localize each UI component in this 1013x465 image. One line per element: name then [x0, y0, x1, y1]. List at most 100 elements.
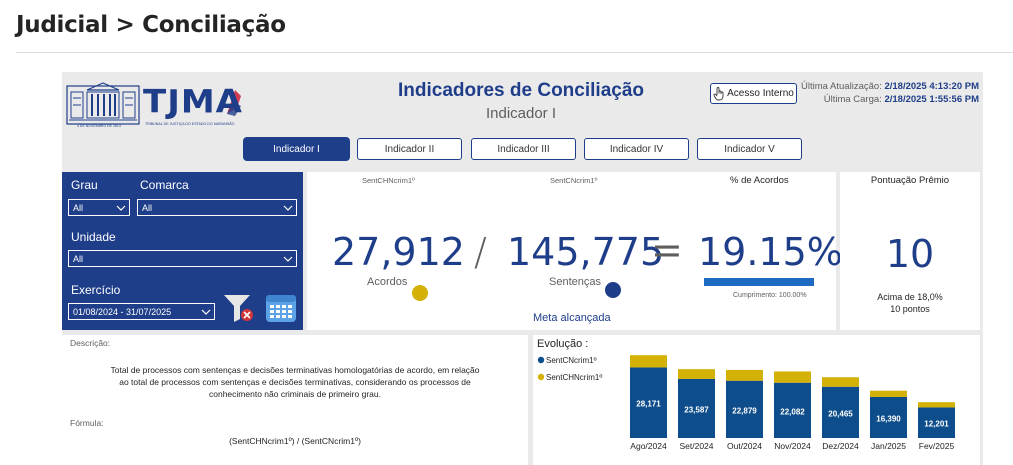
last-update-value: 2/18/2025 4:13:20 PM: [884, 81, 979, 92]
equals-symbol: =: [651, 228, 683, 272]
premio-note-2: 10 pontos: [890, 304, 930, 314]
sentencas-legend-dot: [605, 282, 621, 298]
x-tick-label: Ago/2024: [630, 441, 667, 451]
grau-select[interactable]: All: [68, 199, 130, 216]
tab-indicador-4[interactable]: Indicador IV: [584, 138, 689, 160]
bar-data-label: 23,587: [684, 405, 709, 414]
description-line-3: conhecimento não criminais de primeiro g…: [209, 389, 381, 399]
logo-date: 4 DE NOVEMBRO DE 1813: [77, 124, 121, 128]
x-tick-label: Dez/2024: [822, 441, 859, 451]
x-tick-label: Set/2024: [679, 441, 713, 451]
bar-sentchncrim[interactable]: [678, 369, 715, 379]
grau-value: All: [73, 202, 84, 213]
x-tick-label: Jan/2025: [871, 441, 906, 451]
dashboard-subtitle: Indicador I: [485, 105, 557, 122]
acordos-value: 27,912: [332, 230, 465, 274]
last-update-label: Última Atualização:: [801, 81, 882, 92]
description-line-1: Total de processos com sentenças e decis…: [110, 365, 480, 375]
cumprimento-progress-fill: [704, 278, 814, 286]
bar-sentchncrim[interactable]: [822, 377, 859, 387]
sentencas-label: Sentenças: [549, 276, 601, 288]
tab-label: Indicador IV: [609, 143, 664, 155]
bar-sentcncrim[interactable]: [918, 407, 955, 438]
numerator-field-label: SentCHNcrim1º: [362, 176, 415, 185]
last-load: Última Carga: 2/18/2025 1:55:56 PM: [824, 94, 979, 105]
description-card: Descrição: Total de processos com senten…: [62, 335, 528, 465]
bar-sentcncrim[interactable]: [678, 378, 715, 438]
calendar-button[interactable]: [264, 292, 298, 324]
evolucao-chart-card: Evolução : SentCNcrim1º SentCHNcrim1º 28,1…: [533, 335, 980, 465]
comarca-select[interactable]: All: [137, 199, 297, 216]
tab-label: Indicador I: [273, 143, 320, 155]
acesso-interno-button[interactable]: Acesso Interno: [710, 83, 797, 104]
evolucao-chart: SentCNcrim1º SentCHNcrim1º 28,171 Ago/2024 2…: [537, 355, 955, 451]
acordos-label: Acordos: [367, 276, 408, 288]
calendar-icon: [266, 295, 296, 322]
hand-pointer-icon: [713, 86, 724, 100]
tab-indicador-2[interactable]: Indicador II: [357, 138, 462, 160]
bar-sentcncrim[interactable]: [726, 380, 763, 438]
bar-sentcncrim[interactable]: [774, 382, 811, 438]
tjma-logo: TJMA TRIBUNAL DE JUSTIÇA DO ESTADO DO MA…: [65, 80, 245, 132]
formula-text: (SentCHNcrim1º) / (SentCNcrim1º): [229, 436, 361, 446]
bar-data-label: 20,465: [828, 409, 853, 418]
premio-title: Pontuação Prêmio: [870, 175, 950, 186]
meta-status: Meta alcançada: [533, 312, 611, 324]
bar-data-label: 16,390: [876, 414, 901, 423]
slash-symbol: /: [474, 230, 487, 274]
sentencas-value: 145,775: [507, 230, 665, 274]
legend-label: SentCHNcrim1º: [546, 373, 602, 382]
formula-label: Fórmula:: [70, 418, 104, 428]
legend-marker: [537, 373, 545, 381]
description-label: Descrição:: [70, 338, 111, 348]
last-load-value: 2/18/2025 1:55:56 PM: [884, 94, 979, 105]
exercicio-value: 01/08/2024 - 31/07/2025: [73, 306, 172, 317]
bar-sentchncrim[interactable]: [726, 369, 763, 381]
bar-sentcncrim[interactable]: [630, 367, 667, 438]
tab-indicador-5[interactable]: Indicador V: [697, 138, 802, 160]
page-title: Judicial > Conciliação: [16, 12, 286, 38]
unidade-select[interactable]: All: [68, 250, 297, 267]
tab-label: Indicador III: [497, 143, 550, 155]
chevron-down-icon: [283, 251, 293, 266]
premio-card: Pontuação Prêmio 10 Acima de 18,0% 10 po…: [840, 172, 980, 330]
grau-label: Grau: [71, 178, 98, 192]
bar-sentchncrim[interactable]: [630, 355, 667, 368]
logo-text: TJMA: [143, 83, 243, 121]
denominator-field-label: SentCNcrim1º: [550, 176, 598, 185]
logo-caption: TRIBUNAL DE JUSTIÇA DO ESTADO DO MARANHÃ…: [145, 122, 235, 126]
filters-panel: Grau All Comarca All Unidade All Exercíc…: [62, 172, 303, 330]
premio-value: 10: [885, 232, 935, 276]
tab-indicador-3[interactable]: Indicador III: [471, 138, 576, 160]
chart-title: Evolução :: [537, 338, 589, 350]
title-divider: [16, 52, 1013, 53]
x-tick-label: Out/2024: [727, 441, 762, 451]
chevron-down-icon: [201, 304, 211, 319]
bar-sentchncrim[interactable]: [870, 390, 907, 397]
tab-label: Indicador V: [724, 143, 775, 155]
tab-indicador-1[interactable]: Indicador I: [244, 138, 349, 160]
bar-sentchncrim[interactable]: [774, 371, 811, 383]
premio-note-1: Acima de 18,0%: [877, 292, 943, 302]
exercicio-label: Exercício: [71, 283, 121, 297]
tab-label: Indicador II: [384, 143, 435, 155]
unidade-value: All: [73, 253, 84, 264]
acordos-legend-dot: [412, 285, 428, 301]
bar-data-label: 22,082: [780, 407, 805, 416]
percent-title: % de Acordos: [730, 175, 789, 186]
chevron-down-icon: [116, 200, 126, 215]
legend-label: SentCNcrim1º: [546, 356, 597, 365]
percent-value: 19.15%: [698, 230, 843, 274]
exercicio-select[interactable]: 01/08/2024 - 31/07/2025: [68, 303, 215, 320]
dashboard-title: Indicadores de Conciliação: [397, 80, 645, 101]
bar-sentcncrim[interactable]: [822, 386, 859, 438]
clear-filters-button[interactable]: [222, 292, 256, 324]
comarca-label: Comarca: [140, 178, 189, 192]
filter-clear-icon: [224, 295, 253, 322]
bar-sentcncrim[interactable]: [870, 396, 907, 438]
acesso-interno-label: Acesso Interno: [727, 88, 794, 99]
report-canvas: TJMA TRIBUNAL DE JUSTIÇA DO ESTADO DO MA…: [62, 72, 983, 465]
bar-sentchncrim[interactable]: [918, 402, 955, 408]
description-line-2: ao total de processos com sentenças e de…: [119, 377, 471, 387]
legend-marker: [537, 356, 545, 364]
